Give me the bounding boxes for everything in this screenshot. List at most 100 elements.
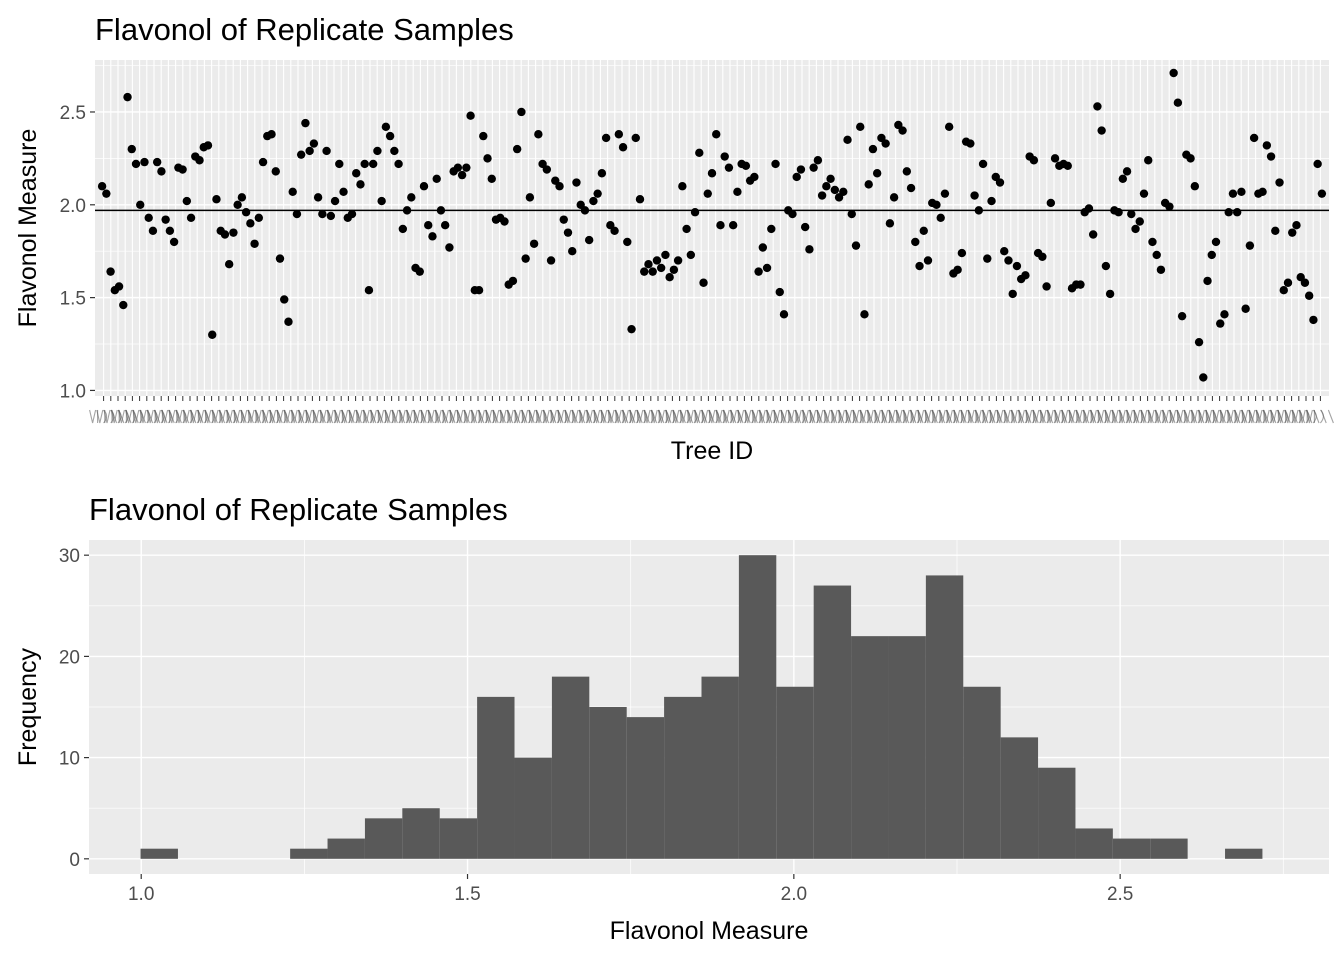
top-y-tick-label: 1.5 [60,289,86,310]
top-x-tick-label-glyph [161,409,190,424]
top-x-tick-label-glyph [139,409,168,424]
top-x-tick-label-glyph [125,409,154,424]
top-x-tick-label-glyph [269,409,298,424]
top-x-tick-label-glyph [1097,409,1126,424]
top-x-tick-label-glyph [110,409,139,424]
top-data-point [1042,282,1051,291]
top-x-tick-label-glyph [1241,409,1270,424]
top-x-tick-label-glyph [1068,409,1097,424]
top-x-tick-label-glyph [1010,409,1039,424]
top-data-point [661,250,670,260]
top-data-point [1105,289,1115,299]
top-x-tick-label-glyph [348,409,377,424]
top-data-point [275,254,285,263]
top-data-point [716,221,725,230]
top-x-tick-label-glyph [535,409,564,424]
top-data-point [301,118,310,128]
top-x-tick-label-glyph [362,409,391,424]
top-x-tick-label-glyph [902,409,931,424]
top-data-point [1144,156,1153,165]
top-x-tick-label-glyph [729,409,758,424]
top-x-tick-label-glyph [463,409,492,424]
top-data-point [119,300,128,310]
top-data-point [987,196,996,206]
top-x-tick-label-glyph [1147,409,1176,424]
top-x-tick-label-glyph [506,409,535,424]
top-data-point [1288,228,1297,237]
top-data-point [1177,311,1187,321]
bottom-x-axis-title: Flavonol Measure [610,917,809,945]
top-data-point [339,187,348,197]
histogram-bar [925,575,964,859]
top-data-point [1127,209,1136,219]
top-x-tick-label-glyph [1183,409,1212,424]
top-data-point [335,159,344,169]
bottom-x-tick-label: 2.5 [1107,884,1133,905]
top-x-tick-label-glyph [773,409,802,424]
top-data-point [631,133,640,143]
top-data-point [123,92,132,102]
top-x-tick-label-glyph [377,409,406,424]
top-data-point [568,247,577,256]
top-x-tick-label-glyph [1075,409,1104,424]
top-data-point [601,133,611,143]
top-data-point [771,159,780,169]
top-x-tick-label-glyph [103,409,132,424]
top-x-tick-label-glyph [420,409,449,424]
top-x-tick-label-glyph [528,409,557,424]
top-x-tick-label-glyph [521,409,550,424]
top-data-point [610,226,619,235]
top-x-tick-label-glyph [917,409,946,424]
top-data-point [1203,276,1212,286]
top-x-tick-label-glyph [881,409,910,424]
top-x-tick-label-glyph [1190,409,1219,424]
top-data-point [724,163,734,172]
top-x-tick-label-glyph [830,409,859,424]
top-data-point [394,159,403,169]
top-data-point [707,169,717,178]
top-data-point [1135,217,1144,226]
histogram-bar [477,696,515,859]
top-data-point [542,165,552,174]
top-data-point [1038,252,1047,261]
top-x-tick-label-glyph [564,409,593,424]
top-data-point [1237,187,1246,197]
top-data-point [144,213,153,222]
top-data-point [686,250,696,260]
bottom-x-tick-label: 1.0 [128,884,154,905]
top-data-point [419,182,429,191]
top-x-tick-label-glyph [283,409,312,424]
top-x-tick-label-glyph [1154,409,1183,424]
top-data-point [390,146,399,156]
top-x-tick-label-glyph [960,409,989,424]
top-data-point [1050,154,1060,163]
top-data-point [462,163,471,172]
top-data-point [517,107,526,117]
top-x-tick-label-glyph [967,409,996,424]
top-data-point [424,221,433,230]
top-data-point [521,254,530,263]
top-data-point [233,200,242,209]
top-x-tick-label-glyph [153,409,182,424]
top-data-point [1118,174,1128,184]
top-data-point [165,226,175,235]
top-data-point [678,182,687,191]
top-data-point [754,267,763,276]
top-x-tick-label-glyph [758,409,787,424]
top-scatter-chart: Flavonol of Replicate Samples 1.0 1.5 2.0 2… [14,12,1334,465]
top-x-tick-label-glyph [578,409,607,424]
top-data-point [584,235,594,245]
top-x-tick-label-glyph [290,409,319,424]
top-data-point [741,161,751,171]
top-data-point [805,245,814,254]
top-data-point [1046,198,1056,208]
top-data-point [508,276,518,286]
top-x-tick-label-glyph [924,409,953,424]
bottom-x-tick-label: 2.0 [781,884,807,905]
top-x-tick-label-glyph [470,409,499,424]
top-x-tick-label-glyph [780,409,809,424]
top-x-tick-label-glyph [600,409,629,424]
top-data-point [572,178,581,187]
top-x-tick-label-glyph [751,409,780,424]
